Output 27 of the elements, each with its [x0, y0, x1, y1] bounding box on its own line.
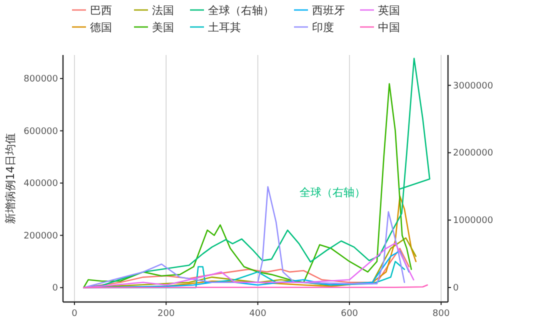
y-axis-title: 新增病例14日均值 [4, 133, 17, 224]
legend-label: 印度 [312, 21, 334, 34]
legend-label: 德国 [90, 21, 112, 34]
y-tick-label: 800000 [24, 74, 58, 85]
legend-label: 土耳其 [208, 21, 241, 34]
legend-label: 全球（右轴） [208, 4, 274, 17]
x-tick-label: 200 [158, 309, 175, 319]
y2-tick-label: 1000000 [453, 216, 494, 226]
legend-label: 英国 [378, 4, 400, 17]
y2-tick-label: 0 [453, 284, 459, 294]
y-tick-label: 400000 [24, 179, 58, 190]
y2-tick-label: 3000000 [453, 81, 494, 92]
x-tick-label: 800 [432, 309, 450, 319]
x-tick-label: 600 [340, 309, 358, 319]
y-tick-label: 0 [52, 284, 58, 294]
legend-label: 中国 [378, 21, 400, 34]
legend-label: 巴西 [90, 4, 112, 17]
annotation: 全球（右轴） [300, 186, 366, 199]
x-tick-label: 400 [249, 309, 267, 319]
y-tick-label: 200000 [24, 231, 58, 242]
y2-tick-label: 2000000 [453, 148, 494, 159]
legend-label: 法国 [152, 4, 174, 17]
line-series [82, 83, 412, 288]
x-tick-label: 0 [72, 309, 78, 319]
legend-label: 西班牙 [312, 4, 345, 17]
legend-label: 美国 [152, 21, 174, 34]
y-tick-label: 600000 [24, 126, 58, 137]
